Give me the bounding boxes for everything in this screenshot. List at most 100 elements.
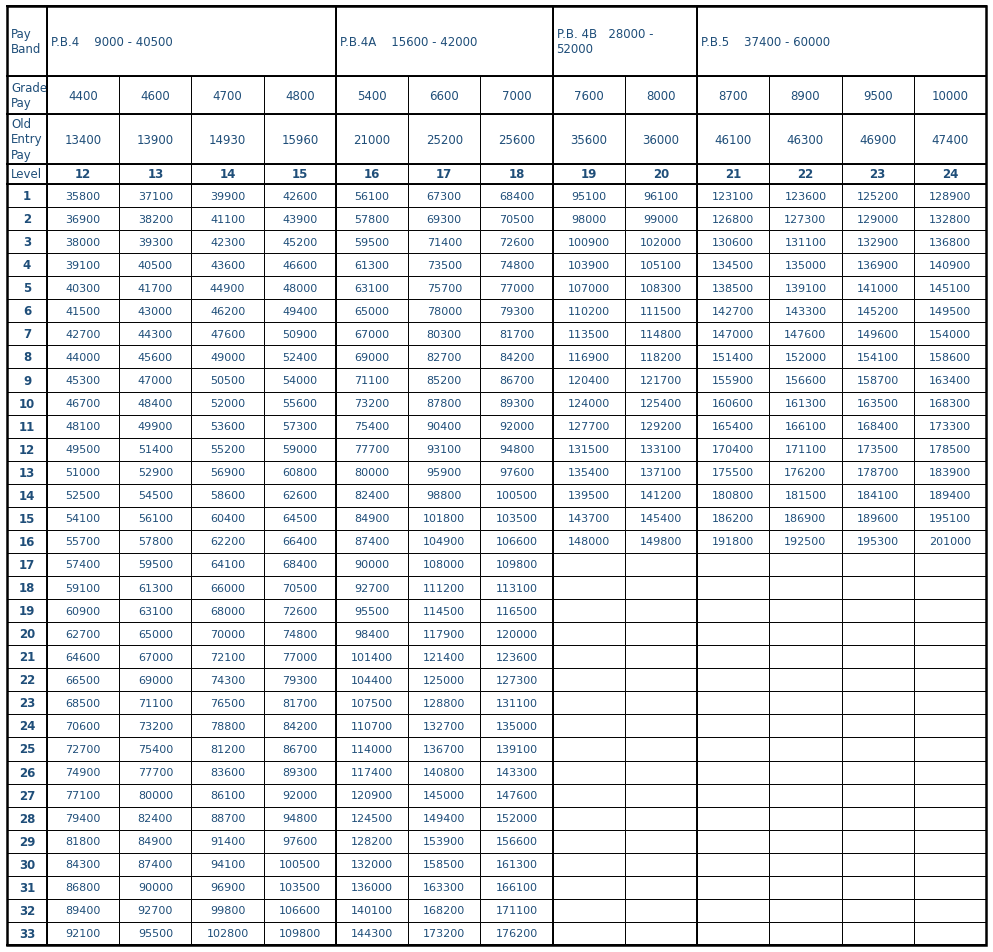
Text: 140800: 140800 xyxy=(423,767,466,777)
Text: 178700: 178700 xyxy=(857,467,899,478)
Bar xyxy=(553,530,625,553)
Bar xyxy=(264,347,336,369)
Text: 68000: 68000 xyxy=(210,606,245,616)
Bar xyxy=(264,576,336,600)
Text: 101400: 101400 xyxy=(351,652,393,662)
Bar xyxy=(192,254,264,277)
Bar xyxy=(336,668,408,691)
Bar xyxy=(481,185,553,208)
Bar xyxy=(47,830,119,853)
Text: 60800: 60800 xyxy=(282,467,318,478)
Bar xyxy=(47,783,119,806)
Text: 132700: 132700 xyxy=(423,722,466,731)
Text: 195300: 195300 xyxy=(857,537,899,546)
Bar xyxy=(841,715,914,738)
Bar xyxy=(625,668,697,691)
Text: 79400: 79400 xyxy=(66,813,101,823)
Bar xyxy=(553,623,625,645)
Bar xyxy=(336,645,408,668)
Text: 73500: 73500 xyxy=(427,261,462,270)
Text: 158500: 158500 xyxy=(423,860,466,869)
Bar xyxy=(914,185,986,208)
Bar xyxy=(192,876,264,899)
Text: 95100: 95100 xyxy=(571,191,607,201)
Bar xyxy=(697,77,770,115)
Bar xyxy=(7,254,47,277)
Text: 43900: 43900 xyxy=(282,214,318,225)
Text: 86700: 86700 xyxy=(498,376,534,386)
Text: 165400: 165400 xyxy=(712,422,755,431)
Text: 92700: 92700 xyxy=(138,905,173,916)
Bar xyxy=(336,783,408,806)
Bar xyxy=(770,461,841,485)
Text: 114800: 114800 xyxy=(639,329,682,340)
Text: 106600: 106600 xyxy=(279,905,321,916)
Bar xyxy=(770,715,841,738)
Bar xyxy=(625,165,697,185)
Text: 4600: 4600 xyxy=(140,89,170,103)
Bar xyxy=(47,185,119,208)
Bar xyxy=(192,530,264,553)
Text: 90000: 90000 xyxy=(355,560,389,570)
Text: 77100: 77100 xyxy=(66,790,100,801)
Bar xyxy=(264,783,336,806)
Text: 81800: 81800 xyxy=(66,837,100,846)
Bar xyxy=(841,185,914,208)
Text: 109800: 109800 xyxy=(496,560,537,570)
Text: 68400: 68400 xyxy=(498,191,534,201)
Bar xyxy=(264,415,336,438)
Bar xyxy=(697,899,770,922)
Text: 75400: 75400 xyxy=(355,422,389,431)
Text: 4400: 4400 xyxy=(69,89,98,103)
Text: 57800: 57800 xyxy=(138,537,173,546)
Bar xyxy=(7,715,47,738)
Bar xyxy=(119,600,192,623)
Bar xyxy=(841,77,914,115)
Text: 121700: 121700 xyxy=(639,376,682,386)
Bar xyxy=(625,553,697,576)
Text: 26: 26 xyxy=(19,765,35,779)
Bar xyxy=(408,761,481,783)
Text: Grade
Pay: Grade Pay xyxy=(11,82,47,109)
Bar xyxy=(553,576,625,600)
Bar xyxy=(841,347,914,369)
Bar xyxy=(841,485,914,507)
Text: 24: 24 xyxy=(941,169,958,181)
Bar xyxy=(914,392,986,415)
Bar xyxy=(841,507,914,530)
Text: 21: 21 xyxy=(725,169,742,181)
Bar xyxy=(47,806,119,830)
Bar xyxy=(553,323,625,347)
Bar xyxy=(7,530,47,553)
Text: 21: 21 xyxy=(19,650,35,664)
Bar xyxy=(841,208,914,231)
Bar xyxy=(481,853,553,876)
Bar xyxy=(697,231,770,254)
Bar xyxy=(770,231,841,254)
Bar xyxy=(697,461,770,485)
Bar xyxy=(481,922,553,945)
Bar xyxy=(408,254,481,277)
Bar xyxy=(841,392,914,415)
Bar xyxy=(336,600,408,623)
Text: 102800: 102800 xyxy=(207,928,248,939)
Text: 143300: 143300 xyxy=(784,307,826,316)
Text: 136000: 136000 xyxy=(352,883,393,892)
Text: 15: 15 xyxy=(19,512,35,526)
Text: 74300: 74300 xyxy=(210,675,245,685)
Text: 45600: 45600 xyxy=(138,352,173,363)
Bar xyxy=(7,185,47,208)
Bar xyxy=(625,438,697,461)
Bar xyxy=(625,300,697,323)
Text: 63100: 63100 xyxy=(355,284,389,293)
Text: 178500: 178500 xyxy=(928,445,971,455)
Text: 24: 24 xyxy=(19,720,35,733)
Bar xyxy=(697,347,770,369)
Bar xyxy=(481,553,553,576)
Bar xyxy=(697,530,770,553)
Bar xyxy=(119,783,192,806)
Bar xyxy=(7,277,47,300)
Bar xyxy=(192,165,264,185)
Text: 45300: 45300 xyxy=(66,376,100,386)
Bar xyxy=(697,553,770,576)
